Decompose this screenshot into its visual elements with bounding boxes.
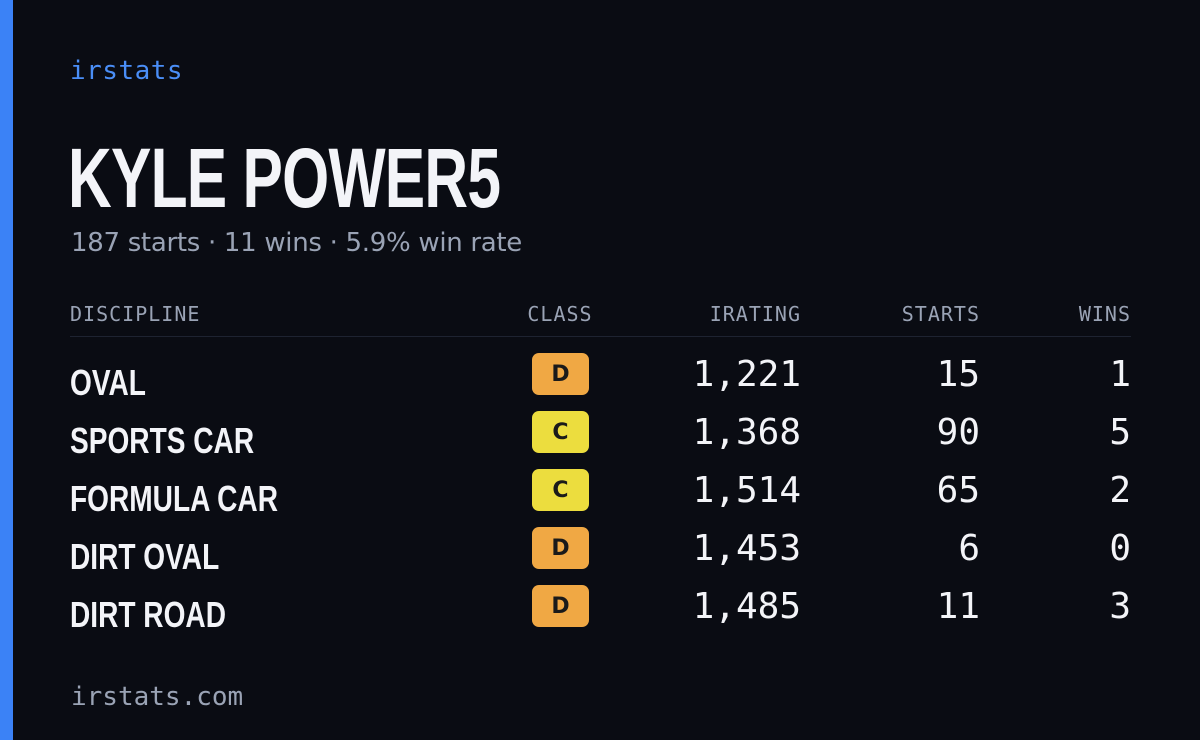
discipline-name: DIRT ROAD bbox=[70, 594, 226, 635]
header-irating: IRATING bbox=[709, 302, 801, 326]
class-badge: C bbox=[532, 469, 589, 511]
accent-bar bbox=[0, 0, 13, 740]
starts-value: 65 bbox=[936, 470, 980, 511]
driver-name: KYLE POWER5 bbox=[68, 131, 501, 225]
irating-value: 1,453 bbox=[692, 528, 801, 569]
class-badge: C bbox=[532, 411, 589, 453]
table-row: DIRT OVAL D 1,453 6 0 bbox=[70, 527, 1131, 585]
table-row: SPORTS CAR C 1,368 90 5 bbox=[70, 411, 1131, 469]
irating-value: 1,514 bbox=[692, 470, 801, 511]
table-header: DISCIPLINE CLASS IRATING STARTS WINS bbox=[70, 296, 1131, 337]
table-row: FORMULA CAR C 1,514 65 2 bbox=[70, 469, 1131, 527]
irating-value: 1,368 bbox=[692, 412, 801, 453]
driver-summary: 187 starts · 11 wins · 5.9% win rate bbox=[71, 228, 523, 258]
class-badge: D bbox=[532, 585, 589, 627]
starts-value: 90 bbox=[936, 412, 980, 453]
irating-value: 1,485 bbox=[692, 586, 801, 627]
class-badge: D bbox=[532, 353, 589, 395]
discipline-name: SPORTS CAR bbox=[70, 420, 255, 461]
header-discipline: DISCIPLINE bbox=[70, 302, 201, 326]
brand-logo: irstats bbox=[70, 56, 184, 86]
footer-url: irstats.com bbox=[71, 682, 244, 712]
discipline-name: DIRT OVAL bbox=[70, 536, 220, 577]
table-row: OVAL D 1,221 15 1 bbox=[70, 353, 1131, 411]
table-body: OVAL D 1,221 15 1 SPORTS CAR C 1,368 90 … bbox=[70, 353, 1131, 643]
wins-value: 0 bbox=[1109, 528, 1131, 569]
irating-value: 1,221 bbox=[692, 354, 801, 395]
table-row: DIRT ROAD D 1,485 11 3 bbox=[70, 585, 1131, 643]
header-starts: STARTS bbox=[901, 302, 980, 326]
wins-value: 1 bbox=[1109, 354, 1131, 395]
starts-value: 15 bbox=[936, 354, 980, 395]
class-badge: D bbox=[532, 527, 589, 569]
wins-value: 5 bbox=[1109, 412, 1131, 453]
header-wins: WINS bbox=[1078, 302, 1131, 326]
discipline-name: FORMULA CAR bbox=[70, 478, 278, 519]
wins-value: 2 bbox=[1109, 470, 1131, 511]
discipline-name: OVAL bbox=[70, 362, 146, 403]
wins-value: 3 bbox=[1109, 586, 1131, 627]
header-class: CLASS bbox=[527, 302, 593, 326]
starts-value: 6 bbox=[958, 528, 980, 569]
starts-value: 11 bbox=[936, 586, 980, 627]
stats-table: DISCIPLINE CLASS IRATING STARTS WINS OVA… bbox=[70, 296, 1131, 643]
